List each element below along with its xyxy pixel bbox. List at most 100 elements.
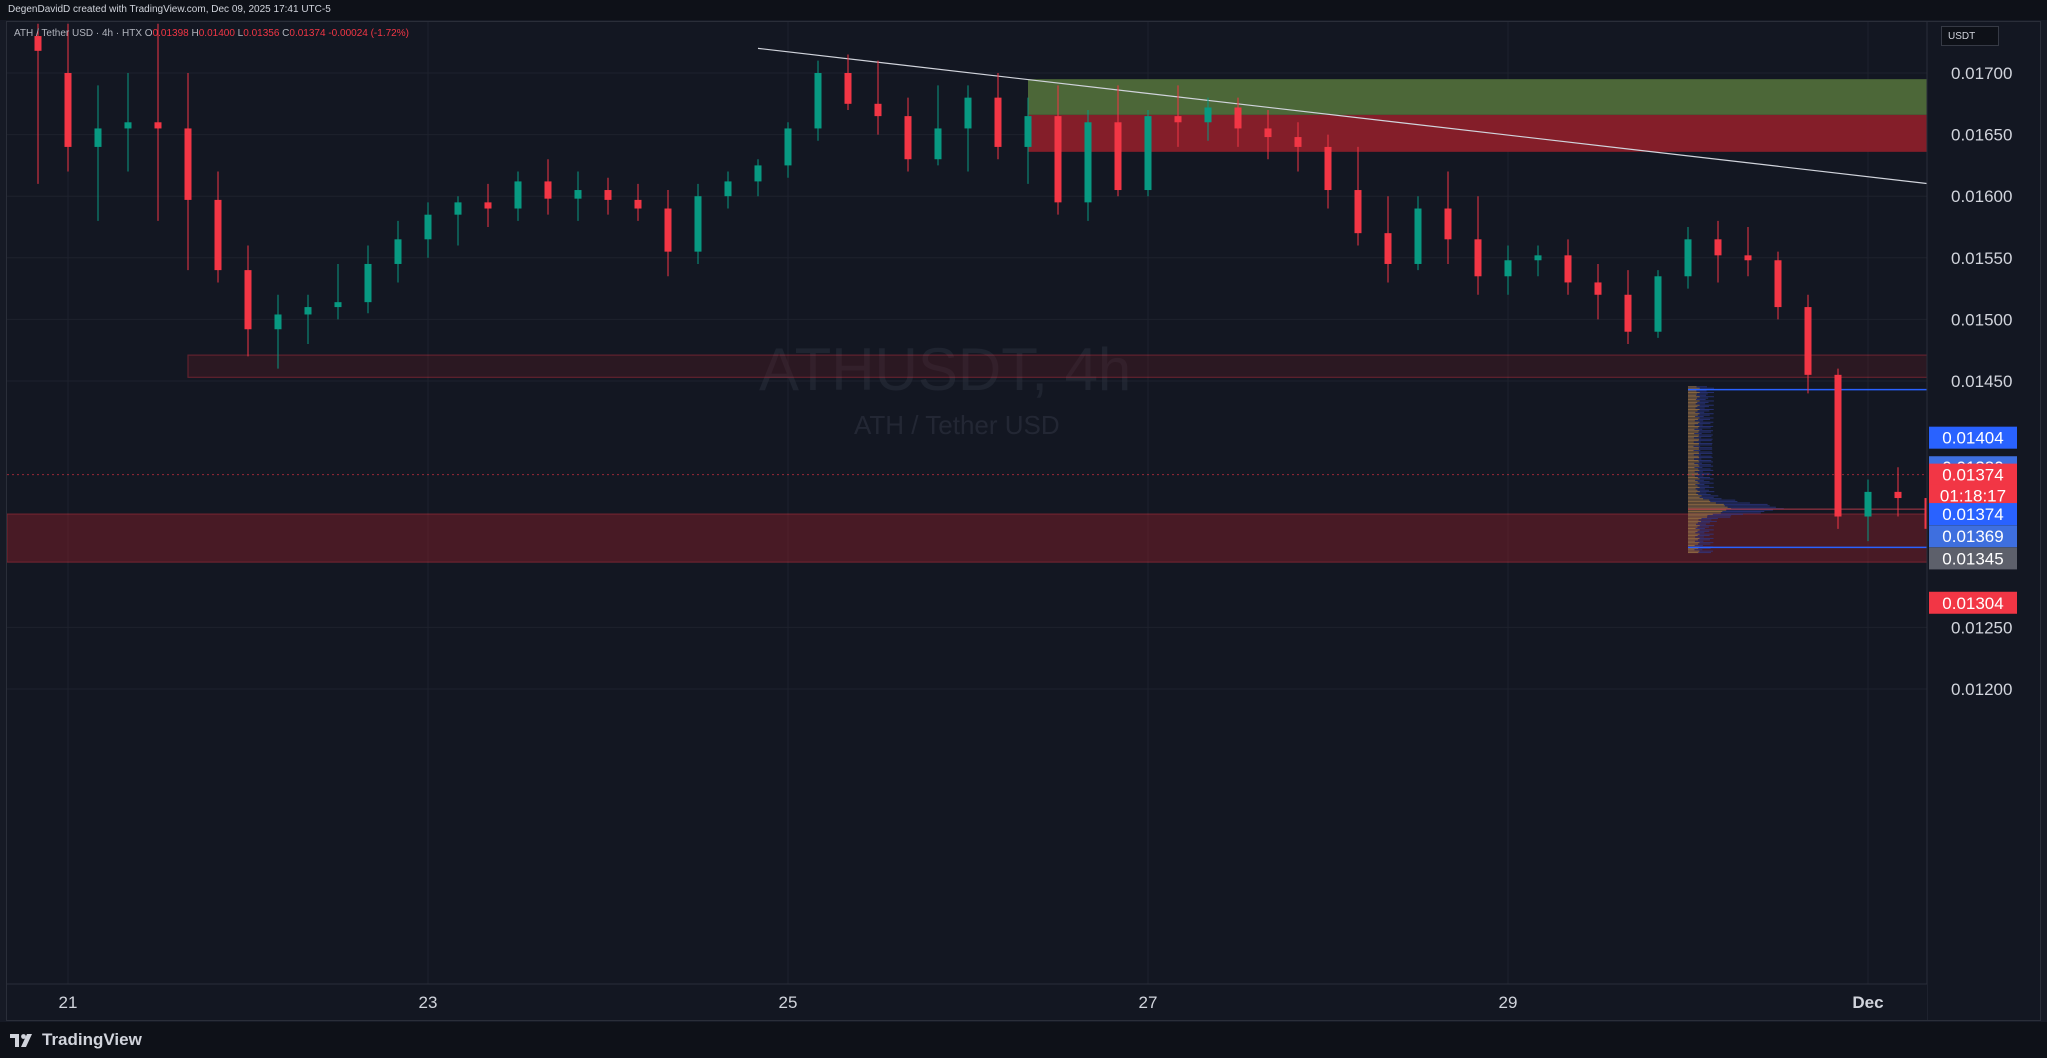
- volume-bar-up: [1688, 510, 1723, 512]
- volume-bar-up: [1688, 493, 1699, 495]
- volume-bar: [1688, 499, 1736, 501]
- volume-bar: [1688, 522, 1710, 524]
- volume-bar-up: [1688, 501, 1711, 503]
- volume-bar-up: [1688, 445, 1694, 447]
- candle: [484, 183, 492, 227]
- volume-bar: [1688, 386, 1708, 388]
- axis-price-text: 01:18:17: [1940, 487, 2006, 506]
- axis-price-text: 0.01374: [1942, 466, 2003, 485]
- axis-price-text: 0.01304: [1942, 594, 2003, 613]
- tradingview-logo[interactable]: TradingView: [10, 1022, 142, 1058]
- volume-bar: [1688, 525, 1715, 527]
- volume-bar-up: [1688, 547, 1699, 549]
- candle-body: [1864, 491, 1872, 517]
- price-chart[interactable]: ATHUSDT, 4h ATH / Tether USD 47.09%52.91…: [7, 22, 2040, 1020]
- volume-bar-up: [1688, 440, 1699, 442]
- volume-bar: [1688, 459, 1712, 461]
- volume-bar-up: [1688, 421, 1700, 423]
- volume-bar: [1688, 462, 1702, 464]
- symbol-legend[interactable]: ATH / Tether USD · 4h · HTX O0.01398 H0.…: [14, 28, 409, 39]
- candle-body: [514, 181, 522, 209]
- candle-body: [1294, 137, 1302, 147]
- candle: [1444, 171, 1452, 264]
- candle: [964, 85, 972, 172]
- candle-body: [484, 202, 492, 209]
- candle-body: [424, 214, 432, 240]
- volume-bar: [1688, 404, 1714, 406]
- volume-bar: [1688, 442, 1713, 444]
- volume-bar: [1688, 465, 1714, 467]
- volume-bar: [1688, 394, 1707, 396]
- volume-bar-up: [1688, 544, 1695, 546]
- volume-bar-up: [1688, 403, 1696, 405]
- zones-layer: [7, 79, 2040, 563]
- volume-bar-up: [1688, 406, 1698, 408]
- candle: [1594, 263, 1602, 320]
- chart-pane[interactable]: ATHUSDT, 4h ATH / Tether USD 47.09%52.91…: [6, 21, 2041, 1021]
- candle-body: [1744, 255, 1752, 261]
- volume-bar: [1688, 549, 1703, 551]
- candle: [904, 97, 912, 172]
- volume-bar: [1688, 413, 1714, 415]
- candle-body: [1054, 116, 1062, 203]
- candle-body: [1894, 491, 1902, 499]
- candle-body: [1414, 208, 1422, 264]
- candle: [1774, 251, 1782, 320]
- volume-bar-up: [1688, 430, 1700, 432]
- volume-bar: [1688, 403, 1706, 405]
- candle: [1384, 196, 1392, 283]
- volume-bar: [1688, 515, 1732, 517]
- axis-price-tag: [1929, 463, 2017, 486]
- symbol-description[interactable]: ATH / Tether USD · 4h · HTX: [14, 28, 142, 39]
- candle: [274, 294, 282, 369]
- volume-bar-up: [1688, 458, 1695, 460]
- candle-body: [184, 128, 192, 200]
- volume-bar-up: [1688, 481, 1698, 483]
- volume-bar: [1688, 478, 1714, 480]
- volume-bar-up: [1688, 532, 1696, 534]
- volume-bar: [1688, 452, 1713, 454]
- candle-body: [1564, 255, 1572, 283]
- x-tick-label: 29: [1499, 993, 1518, 1012]
- volume-bar-up: [1688, 489, 1698, 491]
- close-value: 0.01374: [289, 28, 326, 39]
- volume-bar: [1688, 518, 1718, 520]
- volume-bar-up: [1688, 400, 1700, 402]
- candles-layer: [34, 23, 2022, 566]
- currency-selector[interactable]: USDT: [1941, 26, 1999, 46]
- candle: [424, 202, 432, 258]
- volume-bar: [1688, 448, 1713, 450]
- candle-body: [754, 165, 762, 182]
- candle-body: [1384, 233, 1392, 264]
- volume-bar-up: [1688, 516, 1707, 518]
- y-tick-label: 0.01700: [1951, 64, 2012, 83]
- candle-body: [64, 73, 72, 147]
- volume-bar-up: [1688, 471, 1695, 473]
- candle-body: [994, 97, 1002, 147]
- candle: [1354, 146, 1362, 246]
- candle-body: [1354, 190, 1362, 234]
- candle: [34, 23, 42, 184]
- candle: [754, 159, 762, 197]
- candle: [394, 220, 402, 283]
- candle: [1264, 109, 1272, 160]
- volume-bar-up: [1688, 520, 1701, 522]
- axis-price-text: 0.01404: [1942, 429, 2003, 448]
- candle: [334, 263, 342, 320]
- volume-bar-up: [1688, 552, 1699, 554]
- volume-bar-up: [1688, 529, 1700, 531]
- volume-bar: [1688, 509, 1773, 511]
- volume-bar: [1688, 491, 1715, 493]
- volume-bar: [1688, 472, 1711, 474]
- volume-bar: [1688, 391, 1714, 393]
- volume-bar: [1688, 468, 1711, 470]
- candle: [1174, 85, 1182, 147]
- y-tick-label: 0.01550: [1951, 249, 2012, 268]
- candle: [1714, 220, 1722, 283]
- volume-bar-up: [1688, 396, 1700, 398]
- volume-bar-up: [1688, 399, 1696, 401]
- candle-body: [1654, 276, 1662, 332]
- zone-fill-red: [1028, 114, 2040, 152]
- axis-price-text: 0.01369: [1942, 527, 2003, 546]
- candle: [784, 122, 792, 178]
